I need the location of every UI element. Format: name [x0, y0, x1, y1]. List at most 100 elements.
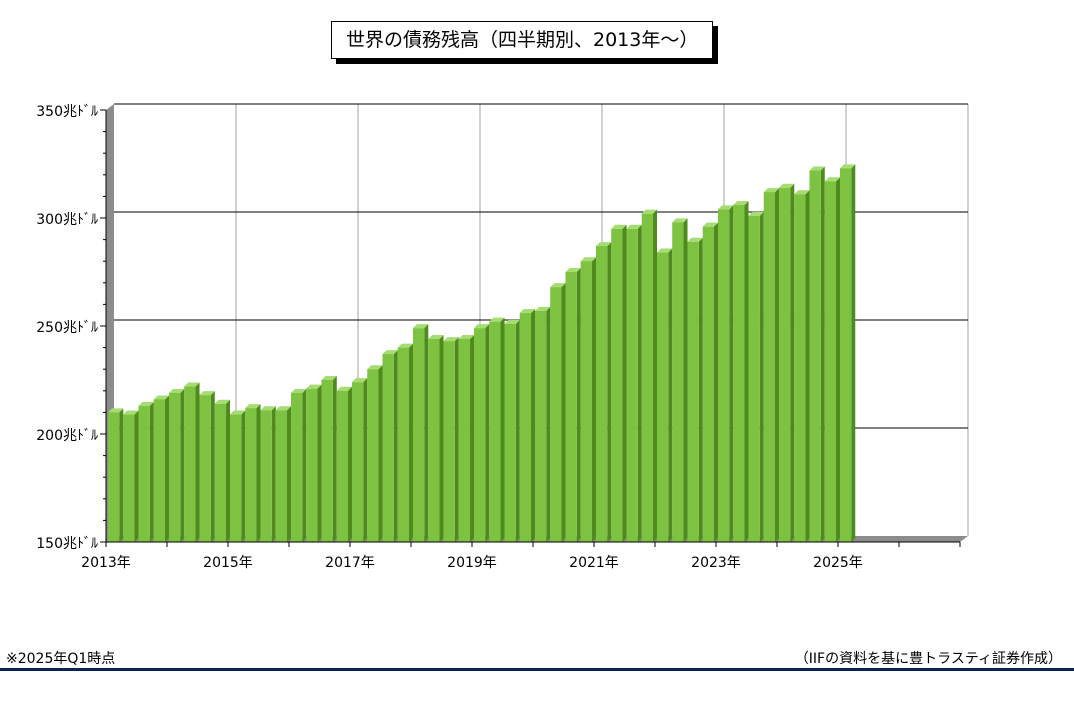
- bar-side: [775, 188, 780, 542]
- bar-side: [851, 164, 856, 542]
- bar-2022Q3: [687, 237, 703, 542]
- bar-face: [458, 338, 471, 542]
- bar-2016Q4: [336, 386, 353, 542]
- bar-top: [702, 222, 719, 227]
- bar-top: [153, 395, 170, 400]
- bar-face: [809, 170, 821, 543]
- bar-2013Q3: [138, 401, 154, 542]
- bar-face: [397, 347, 410, 542]
- bar-top: [778, 183, 795, 188]
- bar-face: [382, 354, 394, 542]
- footer-rule: [0, 668, 1074, 671]
- bar-top: [397, 343, 414, 348]
- bar-top: [611, 224, 627, 229]
- bar-2013Q4: [153, 395, 170, 542]
- bar-top: [580, 257, 597, 262]
- bar-face: [687, 241, 699, 542]
- bar-2016Q1: [290, 388, 307, 542]
- bar-2023Q1: [717, 205, 734, 543]
- bar-face: [626, 228, 638, 543]
- bar-side: [424, 324, 429, 542]
- bar-side: [393, 350, 398, 542]
- bar-top: [107, 408, 124, 413]
- y-tick-label: 350兆ﾄﾞﾙ: [36, 104, 98, 120]
- bar-2017Q4: [397, 343, 414, 542]
- bar-side: [134, 410, 139, 542]
- bar-2021Q3: [626, 224, 642, 543]
- bar-2023Q3: [748, 211, 764, 542]
- bar-face: [107, 412, 120, 542]
- bar-top: [473, 324, 490, 329]
- bar-face: [656, 252, 669, 542]
- bar-top: [351, 378, 368, 383]
- bar-top: [489, 317, 505, 322]
- bar-side: [271, 406, 276, 542]
- bar-side: [378, 365, 383, 542]
- bar-2021Q4: [641, 209, 658, 542]
- bar-2014Q3: [199, 391, 215, 542]
- bar-top: [290, 388, 307, 393]
- bar-top: [641, 209, 658, 214]
- bar-top: [672, 218, 688, 223]
- bar-2018Q2: [428, 334, 444, 542]
- bar-side: [165, 395, 170, 542]
- bar-face: [412, 328, 425, 542]
- bar-2015Q4: [275, 406, 292, 542]
- bar-face: [184, 386, 196, 542]
- bar-side: [653, 209, 658, 542]
- bar-2023Q4: [763, 188, 780, 542]
- bar-side: [622, 224, 627, 543]
- bar-chart: 150兆ﾄﾞﾙ 200兆ﾄﾞﾙ 250兆ﾄﾞﾙ 300兆ﾄﾞﾙ 350兆ﾄﾞﾙ 2013年…: [36, 103, 969, 571]
- y-tick-label: 300兆ﾄﾞﾙ: [36, 212, 98, 228]
- bar-2014Q2: [184, 382, 200, 542]
- bar-face: [641, 213, 654, 542]
- bar-face: [672, 222, 684, 542]
- bar-face: [733, 205, 745, 543]
- bar-top: [595, 242, 612, 247]
- bar-face: [260, 410, 272, 542]
- bar-top: [794, 190, 810, 195]
- bar-side: [607, 242, 612, 542]
- bar-side: [149, 401, 154, 542]
- bar-face: [748, 215, 760, 542]
- x-tick-label: 2019年: [447, 555, 497, 571]
- bar-side: [226, 399, 231, 542]
- bar-face: [168, 392, 181, 542]
- y-tick-label: 250兆ﾄﾞﾙ: [36, 320, 98, 336]
- bar-face: [611, 228, 623, 543]
- bar-top: [199, 391, 215, 396]
- bar-face: [290, 392, 303, 542]
- bar-2020Q4: [580, 257, 597, 542]
- bar-top: [443, 337, 459, 342]
- bar-top: [565, 268, 581, 272]
- bar-face: [565, 272, 577, 542]
- bar-2022Q4: [702, 222, 719, 542]
- bar-top: [534, 306, 551, 311]
- bar-side: [332, 376, 337, 542]
- bar-face: [138, 405, 150, 542]
- bar-top: [184, 382, 200, 387]
- bar-top: [519, 309, 536, 314]
- bar-top: [336, 386, 353, 391]
- bar-top: [138, 401, 154, 406]
- bar-face: [229, 414, 242, 542]
- bar-face: [443, 341, 455, 542]
- bar-2017Q2: [367, 365, 383, 542]
- bar-side: [683, 218, 688, 542]
- bar-side: [287, 406, 292, 542]
- bar-top: [229, 410, 246, 415]
- x-tick-label: 2017年: [325, 555, 375, 571]
- bar-face: [534, 310, 547, 542]
- bar-2015Q2: [245, 404, 261, 542]
- bar-side: [759, 211, 764, 542]
- bar-top: [824, 177, 841, 182]
- bar-face: [473, 328, 486, 542]
- bar-face: [763, 192, 776, 542]
- bar-top: [428, 334, 444, 339]
- bar-side: [241, 410, 246, 542]
- bar-top: [504, 319, 520, 324]
- bar-2019Q2: [489, 317, 505, 542]
- bar-side: [210, 391, 215, 542]
- bar-2016Q2: [306, 384, 322, 542]
- bar-top: [656, 248, 673, 253]
